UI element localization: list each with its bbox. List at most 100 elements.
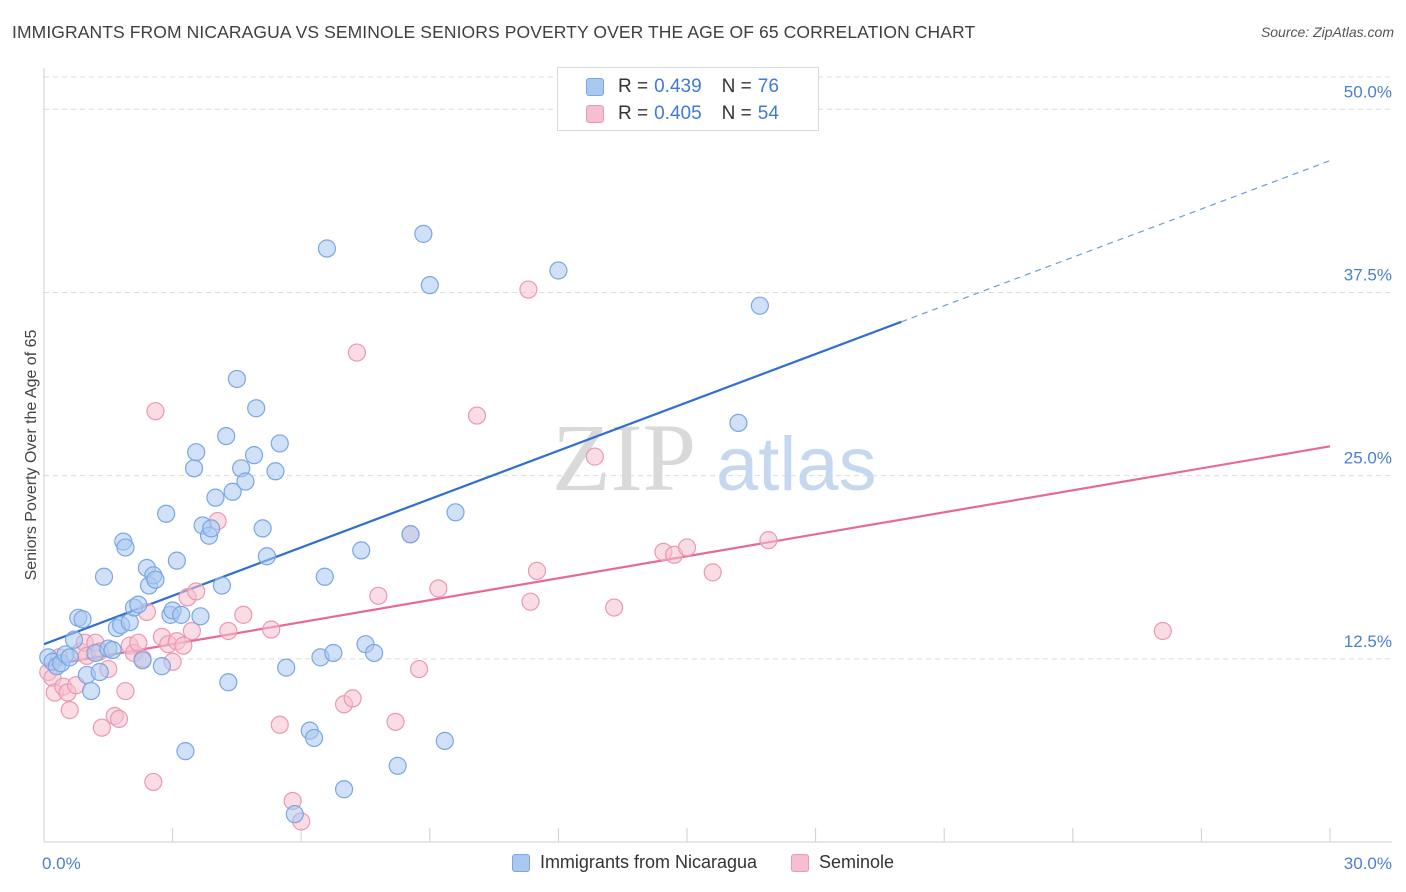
point-seminole	[109, 709, 129, 729]
tick-labels: 12.5% 25.0% 37.5% 50.0% 0.0% 30.0%	[42, 82, 1392, 873]
point-nicaragua	[146, 570, 165, 589]
point-seminole	[270, 715, 289, 734]
point-seminole	[467, 406, 487, 425]
point-seminole	[759, 531, 778, 550]
legend-swatch-pink	[586, 105, 604, 123]
x-tick-label: 30.0%	[1344, 854, 1392, 873]
y-tick-label: 37.5%	[1344, 265, 1392, 284]
point-seminole	[429, 579, 448, 598]
y-axis-label: Seniors Poverty Over the Age of 65	[23, 330, 40, 581]
y-tick-label: 25.0%	[1344, 449, 1392, 468]
point-seminole	[347, 343, 367, 362]
point-seminole	[92, 718, 111, 737]
point-nicaragua	[364, 643, 384, 663]
point-nicaragua	[133, 651, 152, 670]
point-nicaragua	[184, 459, 204, 478]
legend-r-label: R =	[618, 76, 649, 97]
point-nicaragua	[435, 731, 454, 750]
point-nicaragua	[176, 742, 195, 761]
point-nicaragua	[73, 610, 92, 629]
legend-row-seminole: R = 0.405 N = 54	[586, 102, 779, 126]
point-nicaragua	[324, 643, 343, 663]
point-nicaragua	[202, 519, 221, 538]
point-nicaragua	[334, 780, 354, 799]
point-nicaragua	[227, 369, 246, 389]
point-nicaragua	[285, 805, 304, 824]
point-nicaragua	[304, 728, 324, 748]
point-nicaragua	[60, 648, 79, 667]
series-swatch-pink	[791, 853, 810, 872]
trendline-nicaragua-extension	[901, 160, 1331, 323]
point-nicaragua	[116, 538, 135, 557]
point-nicaragua	[191, 607, 210, 626]
series-legend-seminole[interactable]: Seminole	[791, 852, 894, 873]
chart-source: Source: ZipAtlas.com	[1260, 24, 1394, 40]
series-label-nicaragua: Immigrants from Nicaragua	[539, 852, 758, 872]
point-seminole	[585, 447, 604, 466]
legend-r-label: R =	[618, 103, 649, 124]
legend-n-value: 76	[757, 76, 779, 97]
point-nicaragua	[212, 576, 231, 595]
point-nicaragua	[420, 276, 439, 295]
point-nicaragua	[94, 567, 114, 586]
correlation-legend: R = 0.439 N = 76 R = 0.405 N = 54	[557, 67, 819, 131]
y-tick-label: 50.0%	[1344, 82, 1392, 101]
point-nicaragua	[266, 462, 285, 481]
point-nicaragua	[152, 657, 171, 676]
point-seminole	[703, 563, 722, 582]
series-legend: Immigrants from Nicaragua Seminole	[0, 852, 1406, 873]
legend-swatch-blue	[586, 78, 604, 96]
legend-n-label: N =	[721, 103, 752, 124]
point-seminole	[234, 605, 253, 624]
point-seminole	[369, 586, 388, 605]
point-nicaragua	[401, 525, 420, 544]
point-nicaragua	[129, 595, 148, 614]
point-nicaragua	[219, 673, 238, 692]
point-nicaragua	[103, 640, 122, 660]
point-nicaragua	[549, 261, 568, 280]
watermark-zip: ZIP	[552, 404, 696, 511]
point-nicaragua	[247, 399, 266, 418]
data-points	[39, 224, 1172, 831]
point-seminole	[1153, 621, 1172, 641]
point-nicaragua	[167, 551, 186, 570]
point-seminole	[519, 280, 538, 299]
point-nicaragua	[414, 224, 433, 243]
point-seminole	[521, 592, 540, 611]
point-nicaragua	[388, 756, 407, 775]
series-label-seminole: Seminole	[819, 852, 895, 872]
point-nicaragua	[82, 681, 101, 701]
point-nicaragua	[253, 519, 272, 538]
point-nicaragua	[157, 504, 176, 523]
point-seminole	[386, 712, 405, 731]
point-nicaragua	[217, 426, 236, 446]
point-seminole	[146, 402, 165, 421]
watermark: ZIP atlas	[552, 404, 877, 511]
point-nicaragua	[270, 434, 289, 453]
point-nicaragua	[90, 662, 109, 682]
legend-r-value: 0.439	[654, 76, 702, 97]
point-seminole	[174, 636, 193, 655]
point-nicaragua	[223, 482, 242, 501]
point-seminole	[605, 598, 624, 617]
watermark-atlas: atlas	[716, 422, 877, 507]
point-nicaragua	[729, 413, 748, 432]
point-nicaragua	[257, 547, 277, 566]
point-nicaragua	[750, 296, 769, 315]
series-legend-nicaragua[interactable]: Immigrants from Nicaragua	[511, 852, 758, 873]
legend-n-label: N =	[721, 76, 752, 97]
point-seminole	[527, 561, 547, 581]
point-seminole	[262, 620, 281, 639]
point-seminole	[116, 681, 135, 701]
point-nicaragua	[172, 605, 191, 624]
point-seminole	[343, 689, 362, 708]
point-seminole	[129, 633, 148, 652]
point-seminole	[677, 538, 697, 557]
point-seminole	[187, 582, 206, 601]
legend-row-nicaragua: R = 0.439 N = 76	[586, 75, 779, 99]
point-nicaragua	[352, 541, 371, 560]
point-nicaragua	[64, 630, 84, 649]
series-swatch-blue	[511, 853, 530, 872]
point-seminole	[409, 659, 429, 679]
